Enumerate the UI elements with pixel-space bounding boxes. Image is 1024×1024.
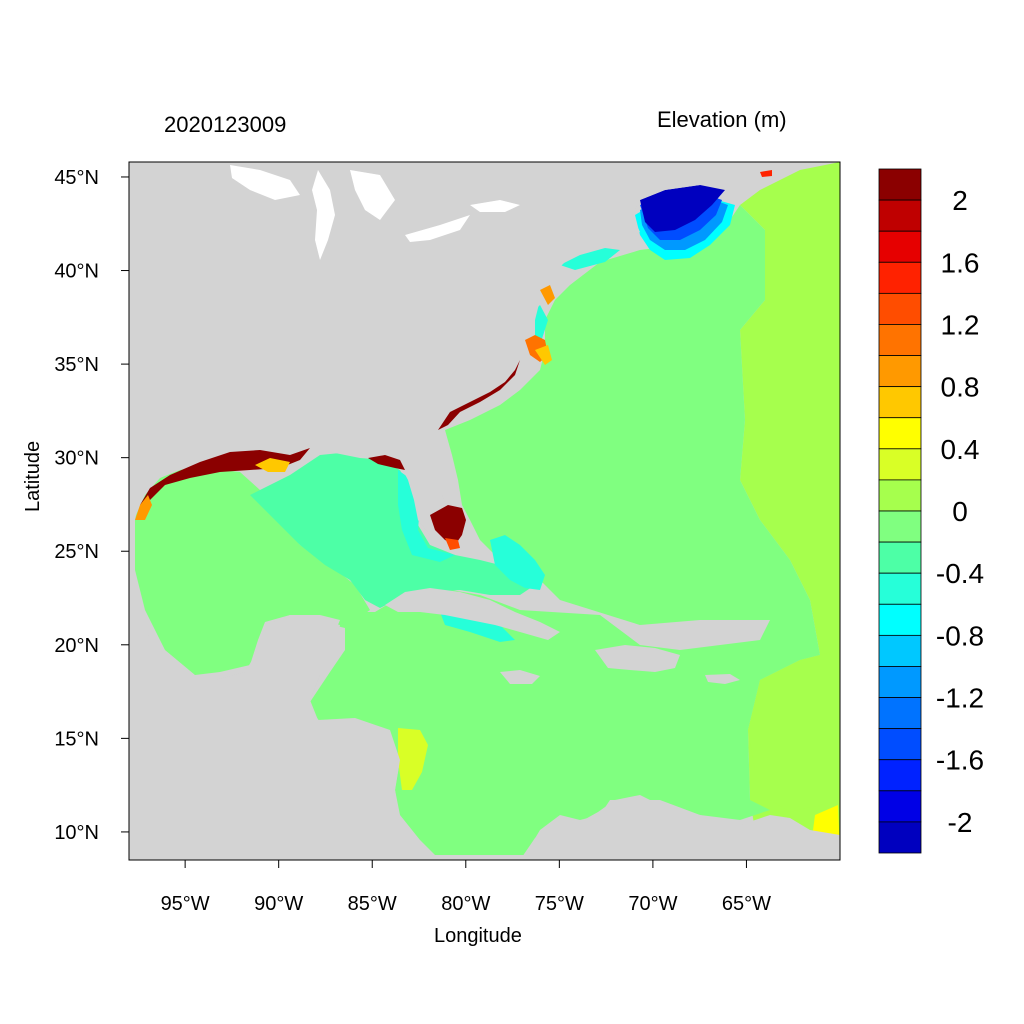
jamaica-island — [500, 670, 540, 684]
colorbar-swatch — [878, 790, 922, 823]
x-tick-label: 65°W — [722, 893, 771, 915]
colorbar-swatch — [878, 541, 922, 574]
southwest-florida-surge — [430, 505, 466, 545]
colorbar: 2 1.6 1.2 0.8 0.4 0 -0.4 -0.8 -1.2 -1.6 -2 — [878, 168, 984, 854]
map-frame — [128, 161, 841, 861]
y-axis: 45°N 40°N 35°N 30°N 25°N 20°N 15°N 10°N — [54, 167, 129, 844]
map-plot-area — [129, 162, 840, 860]
colorbar-swatch — [878, 697, 922, 730]
bahama-bank — [490, 535, 545, 590]
colorbar-swatch — [878, 728, 922, 761]
south-america-land — [520, 795, 840, 860]
lake-michigan — [312, 170, 335, 260]
colorbar-label: 1.6 — [941, 247, 980, 278]
colorbar-swatch — [878, 292, 922, 325]
cuba-island — [385, 588, 560, 640]
georgia-carolina-surge — [438, 360, 520, 430]
nicaragua-shelf-patch — [398, 728, 428, 790]
colorbar-swatch — [878, 324, 922, 356]
maine-coast-red — [760, 170, 772, 177]
colorbar-swatch — [878, 261, 922, 294]
pamlico-sound-yellow — [535, 345, 552, 365]
colorbar-swatch — [878, 634, 922, 667]
colorbar-label: 0.8 — [941, 372, 980, 403]
puerto-rico-island — [705, 674, 740, 684]
colorbar-label: 0 — [952, 496, 968, 527]
new-jersey-shelf — [560, 248, 620, 270]
yucatan-peninsula — [262, 615, 340, 652]
colorbar-swatch — [878, 199, 922, 232]
gulf-of-mexico-east — [250, 452, 535, 608]
colorbar-label: -2 — [948, 807, 973, 838]
colorbar-swatch — [878, 355, 922, 388]
florida-keys-surge — [445, 538, 460, 550]
colorbar-swatch — [878, 479, 922, 512]
colorbar-swatch — [878, 510, 922, 543]
chesapeake-surge — [540, 285, 555, 305]
colorbar-label: -0.8 — [936, 620, 984, 651]
y-tick-label: 40°N — [54, 261, 99, 283]
big-bend-surge — [368, 455, 405, 470]
map-variable-title: Elevation (m) — [657, 107, 787, 132]
gulf-of-maine-deep — [640, 180, 725, 232]
colorbar-swatch — [878, 448, 922, 481]
hispaniola-island — [595, 645, 680, 672]
lake-superior — [230, 165, 300, 200]
colorbar-swatch — [878, 759, 922, 792]
colorbar-label: 2 — [952, 185, 968, 216]
lake-huron — [350, 170, 395, 220]
y-axis-label: Latitude — [22, 440, 44, 512]
colorbar-swatch — [878, 572, 922, 605]
x-tick-label: 95°W — [161, 893, 210, 915]
western-atlantic-region — [308, 205, 820, 855]
colorbar-swatch — [878, 603, 922, 636]
x-tick-label: 90°W — [254, 893, 303, 915]
lake-erie — [405, 215, 470, 242]
y-tick-label: 10°N — [54, 822, 99, 844]
y-tick-label: 30°N — [54, 448, 99, 470]
x-axis-label: Longitude — [434, 925, 522, 947]
x-tick-label: 85°W — [348, 893, 397, 915]
north-america-land — [129, 162, 760, 548]
colorbar-label: 1.2 — [941, 309, 980, 340]
colorbar-swatch — [878, 168, 922, 201]
colorbar-swatch — [878, 417, 922, 450]
colorbar-swatch — [878, 821, 922, 854]
x-tick-label: 70°W — [628, 893, 677, 915]
lake-ontario — [470, 200, 520, 212]
x-tick-label: 80°W — [441, 893, 490, 915]
y-tick-label: 25°N — [54, 541, 99, 563]
x-axis: 95°W 90°W 85°W 80°W 75°W 70°W 65°W — [161, 860, 771, 915]
colorbar-swatch — [878, 230, 922, 263]
gulf-of-mexico-west — [135, 468, 370, 675]
colorbar-label: -0.4 — [936, 558, 984, 589]
land-masses — [129, 162, 840, 860]
y-tick-label: 15°N — [54, 728, 99, 750]
x-tick-label: 75°W — [535, 893, 584, 915]
texas-coast-orange — [135, 495, 152, 520]
caribbean-east-region — [748, 650, 840, 812]
colorbar-label: 0.4 — [941, 434, 980, 465]
y-tick-label: 20°N — [54, 635, 99, 657]
y-tick-label: 35°N — [54, 354, 99, 376]
map-timestamp: 2020123009 — [164, 112, 287, 137]
mexico-central-america-land — [129, 530, 440, 860]
colorbar-swatch — [878, 386, 922, 419]
louisiana-coast-yellow — [255, 458, 290, 472]
colorbar-label: -1.6 — [936, 745, 984, 776]
cuba-south-shelf — [440, 612, 515, 642]
colorbar-label: -1.2 — [936, 683, 984, 714]
colorbar-swatch — [878, 666, 922, 698]
y-tick-label: 45°N — [54, 167, 99, 189]
